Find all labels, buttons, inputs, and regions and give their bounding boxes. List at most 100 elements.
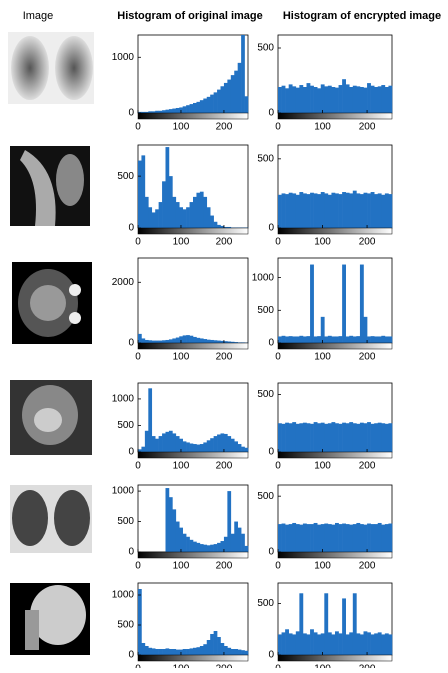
bar <box>371 192 375 228</box>
bar <box>210 340 214 343</box>
bar <box>346 84 350 113</box>
bar <box>292 193 296 228</box>
bar <box>360 87 364 113</box>
bar <box>217 543 221 552</box>
bar <box>349 632 353 655</box>
bar <box>217 90 221 113</box>
bar <box>169 109 173 113</box>
colorbar <box>278 113 392 119</box>
bar <box>169 176 173 228</box>
bar <box>331 634 335 655</box>
bar <box>227 436 231 452</box>
bar <box>214 544 218 552</box>
bar <box>196 543 200 552</box>
bar <box>169 497 173 552</box>
bar <box>385 424 389 452</box>
y-tick-label: 1000 <box>112 394 135 405</box>
bar <box>210 438 214 452</box>
bar <box>193 648 197 655</box>
bar <box>227 80 231 113</box>
bar <box>360 194 364 228</box>
bar <box>278 336 282 343</box>
bar <box>388 524 392 552</box>
bar <box>172 509 176 552</box>
bar <box>381 195 385 228</box>
bar <box>193 103 197 113</box>
plot-frame <box>278 258 392 343</box>
bar <box>367 422 371 452</box>
bar <box>289 84 293 113</box>
bar <box>310 524 314 552</box>
bar <box>331 336 335 343</box>
x-tick-label: 0 <box>275 664 281 668</box>
bar <box>214 436 218 452</box>
bar <box>200 444 204 452</box>
bar <box>172 338 176 343</box>
bar <box>317 634 321 655</box>
bar <box>179 207 183 228</box>
bar <box>162 110 166 113</box>
bar <box>169 649 173 655</box>
bar <box>307 524 311 552</box>
bar <box>183 335 187 343</box>
colorbar <box>138 228 248 234</box>
bar <box>148 648 152 655</box>
bar <box>335 423 339 452</box>
bar <box>385 633 389 655</box>
bar <box>231 534 235 552</box>
bar <box>367 524 371 552</box>
y-tick-label: 2000 <box>112 277 135 288</box>
bar <box>321 317 325 343</box>
bar <box>314 523 318 552</box>
bar <box>285 525 289 552</box>
bar <box>278 195 282 228</box>
bar <box>303 87 307 113</box>
x-tick-label: 0 <box>275 352 281 363</box>
bar <box>328 195 332 228</box>
bar <box>159 202 163 228</box>
bar <box>353 423 357 452</box>
bar <box>214 92 218 113</box>
bar <box>234 441 238 452</box>
bar <box>328 423 332 452</box>
bar <box>371 634 375 655</box>
bar <box>346 524 350 552</box>
bar <box>360 634 364 655</box>
bar <box>166 110 170 113</box>
bar <box>183 441 187 452</box>
bar <box>314 422 318 452</box>
x-tick-label: 0 <box>135 461 141 472</box>
bar <box>210 216 214 228</box>
x-tick-label: 0 <box>135 561 141 572</box>
bar <box>388 194 392 228</box>
bar <box>303 524 307 552</box>
bar <box>335 336 339 343</box>
bar <box>155 439 159 452</box>
bar <box>310 86 314 113</box>
bar <box>190 540 194 552</box>
y-tick-label: 0 <box>128 338 134 349</box>
bar <box>349 422 353 452</box>
x-tick-label: 100 <box>173 237 190 248</box>
bar <box>169 431 173 452</box>
bar <box>356 633 360 655</box>
colorbar <box>278 343 392 349</box>
bar <box>303 193 307 228</box>
bar <box>335 523 339 552</box>
bar <box>317 336 321 343</box>
y-tick-label: 500 <box>257 598 274 609</box>
bar <box>335 631 339 655</box>
bar <box>148 388 152 452</box>
bar <box>388 86 392 113</box>
bar <box>364 88 368 113</box>
bar <box>207 440 211 452</box>
bar <box>289 423 293 452</box>
colorbar <box>138 452 248 458</box>
bar <box>193 542 197 552</box>
bar <box>210 545 214 552</box>
bar <box>162 340 166 343</box>
x-tick-label: 200 <box>359 664 376 668</box>
bar <box>166 648 170 655</box>
x-tick-label: 100 <box>173 352 190 363</box>
bar <box>141 338 145 343</box>
